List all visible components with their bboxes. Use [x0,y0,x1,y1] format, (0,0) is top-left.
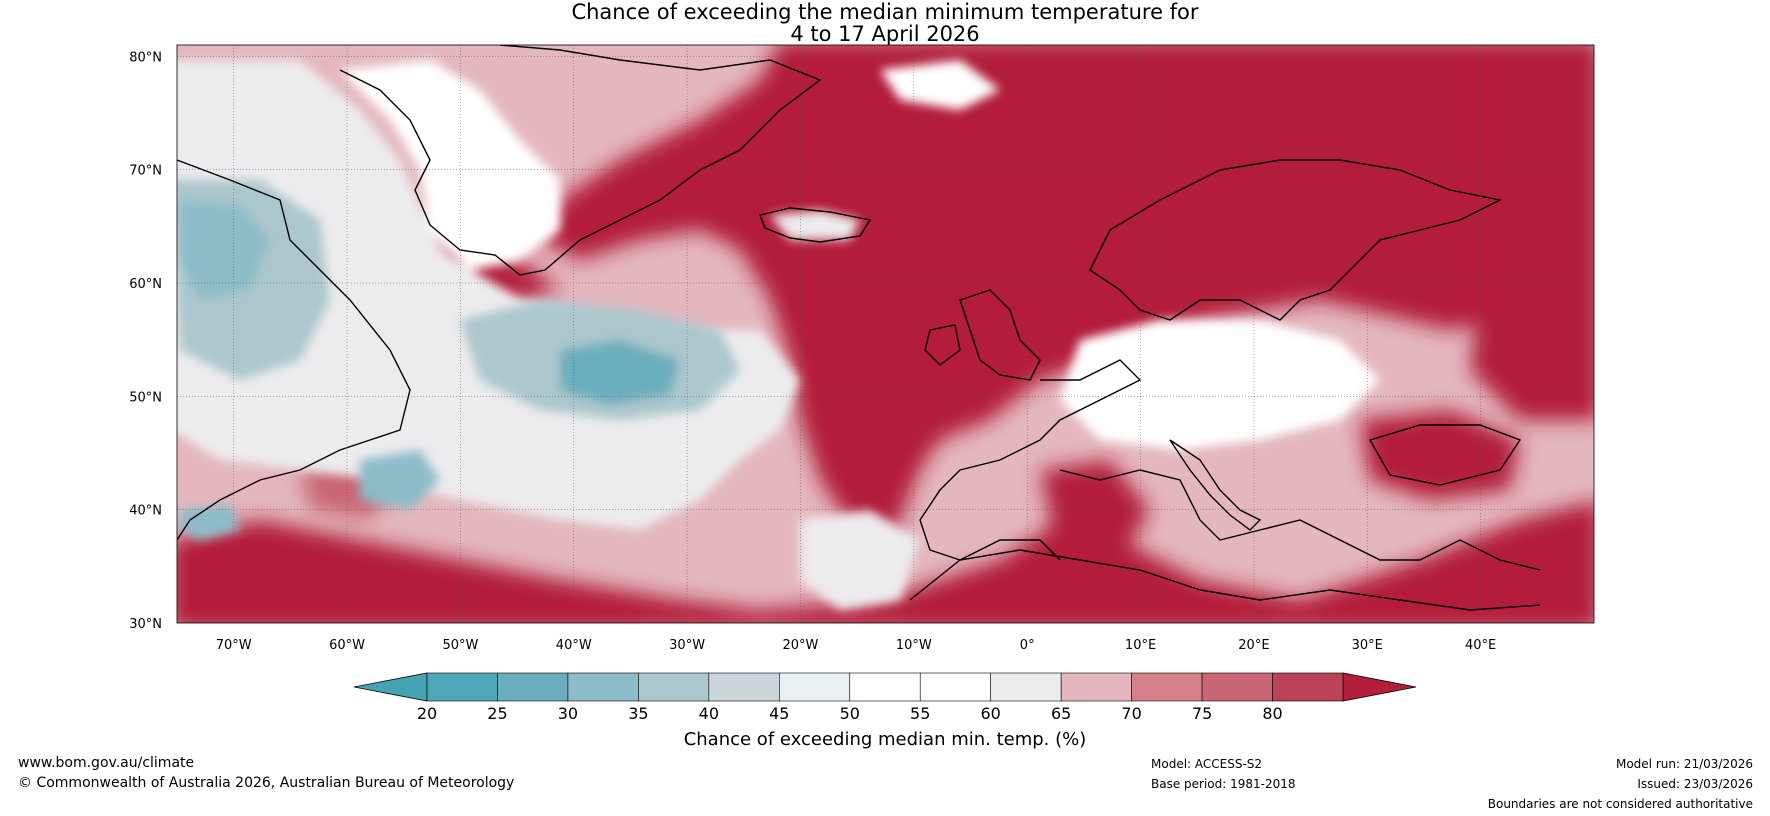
colorbar-bin [708,672,780,702]
map-title-line1: Chance of exceeding the median minimum t… [571,0,1199,24]
warm-arctic-north-atlantic [540,45,1594,560]
coastline-north-africa [909,549,1541,611]
latitude-labels: 80°N 70°N 60°N 50°N 40°N 30°N [129,50,162,632]
footer-base-period: Base period: 1981-2018 [1151,777,1296,791]
lon-label: 30°E [1352,638,1383,653]
coastline-mediterranean [1059,469,1541,571]
colorbar: 20 25 30 35 40 45 50 55 60 65 70 75 80 [353,672,1417,723]
colorbar-tick-label: 20 [417,704,437,723]
coastlines [177,45,1541,611]
coastline-western-europe [919,359,1142,561]
warm-subtropical-south [177,501,1594,623]
colorbar-label: Chance of exceeding median min. temp. (%… [684,729,1087,750]
lat-label: 30°N [129,617,162,632]
lat-label: 60°N [129,277,162,292]
lon-label: 40°E [1465,638,1496,653]
colorbar-tick-label: 40 [699,704,719,723]
colorbar-bin [990,672,1062,702]
lon-label: 40°W [556,638,592,653]
lon-label: 20°E [1238,638,1269,653]
colorbar-bin [567,672,639,702]
lat-label: 40°N [129,504,162,519]
neutral-arctic-fram [880,60,1000,110]
colorbar-bin [779,672,851,702]
coastline-canada [177,159,411,541]
lon-label: 30°W [669,638,705,653]
warm-east-europe [1470,300,1594,420]
neutral-central-europe [1060,320,1380,450]
lon-label: 0° [1020,638,1035,653]
cool-mid-atlantic-core [560,340,680,405]
colorbar-bin [1131,672,1203,702]
colorbar-bin [497,672,569,702]
lon-label: 10°W [896,638,932,653]
lon-label: 10°E [1125,638,1156,653]
colorbar-bin [1272,672,1344,702]
coastline-scandinavia [1089,159,1503,321]
colorbar-tick-label: 35 [628,704,648,723]
lon-label: 20°W [783,638,819,653]
colorbar-bin [638,672,710,702]
colorbar-over-arrow [1342,672,1417,702]
footer-url: www.bom.gov.au/climate [18,755,195,771]
cool-newfoundland-east [360,450,440,510]
coastline-iceland [759,207,872,243]
lat-label: 50°N [129,390,162,405]
colorbar-tick-label: 25 [487,704,507,723]
colorbar-tick-label: 45 [769,704,789,723]
map-title-line2: 4 to 17 April 2026 [790,22,980,46]
cool-regions [177,180,740,540]
colorbar-under-arrow [353,672,428,702]
footer-copyright: © Commonwealth of Australia 2026, Austra… [18,775,515,791]
warm-iberia-west [1040,460,1150,560]
colorbar-tick-label: 30 [558,704,578,723]
footer-boundaries: Boundaries are not considered authoritat… [1487,797,1753,811]
colorbar-tick-label: 70 [1121,704,1141,723]
map-field [177,45,1594,623]
cool-west-gulf [180,505,240,540]
colorbar-tick-label: 55 [910,704,930,723]
neutral-greenland [340,60,560,270]
neutral-north-africa [800,510,920,610]
longitude-labels: 70°W 60°W 50°W 40°W 30°W 20°W 10°W 0° 10°E 20°E 30… [216,638,1497,653]
colorbar-tick-label: 75 [1192,704,1212,723]
lat-label: 80°N [129,50,162,65]
lon-label: 50°W [442,638,478,653]
gridlines [177,45,1594,623]
coastline-greenland [339,45,822,276]
colorbar-bin [1201,672,1273,702]
colorbar-bin [426,672,498,702]
footer-model: Model: ACCESS-S2 [1151,757,1263,771]
coastline-italy [1169,439,1262,531]
coastline-british-isles [924,289,1041,381]
lat-label: 70°N [129,164,162,179]
colorbar-tick-label: 80 [1262,704,1282,723]
colorbar-tick-label: 50 [840,704,860,723]
cool-labrador-core [180,200,270,300]
footer-issued: Issued: 23/03/2026 [1637,777,1753,791]
colorbar-bin [1060,672,1132,702]
colorbar-bin [849,672,921,702]
coastline-black-sea [1368,424,1522,486]
neutral-iceland [770,210,860,240]
lon-label: 70°W [216,638,252,653]
colorbar-bin [919,672,991,702]
map-frame [176,44,1595,624]
footer-model-run: Model run: 21/03/2026 [1615,757,1753,771]
colorbar-tick-label: 65 [1051,704,1071,723]
lon-label: 60°W [329,638,365,653]
colorbar-tick-label: 60 [981,704,1001,723]
